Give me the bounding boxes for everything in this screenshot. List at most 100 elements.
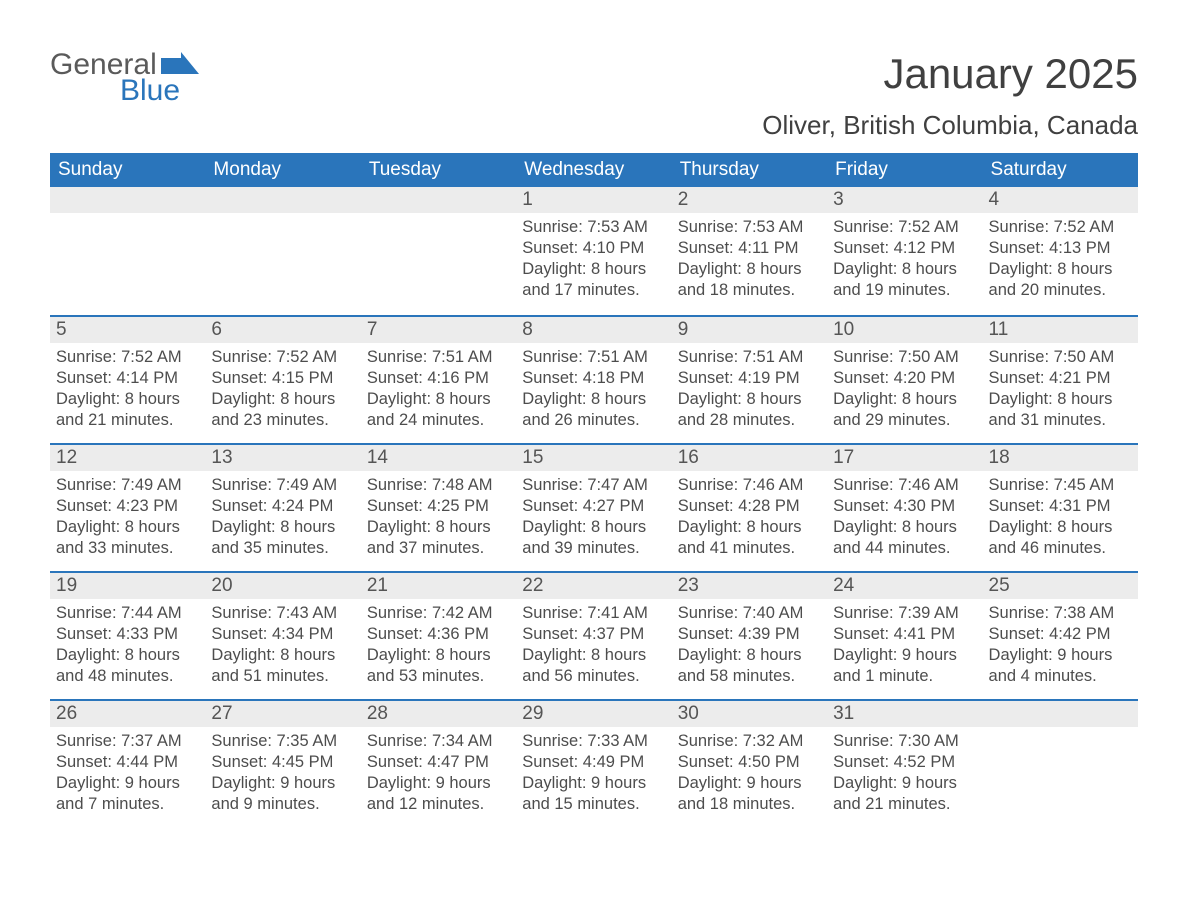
weekday-header: Sunday	[50, 153, 205, 187]
brand-logo: General Blue	[50, 50, 199, 106]
day-number: 16	[672, 443, 827, 471]
calendar-week: 5Sunrise: 7:52 AMSunset: 4:14 PMDaylight…	[50, 315, 1138, 443]
day-number: 19	[50, 571, 205, 599]
day-details: Sunrise: 7:34 AMSunset: 4:47 PMDaylight:…	[361, 727, 516, 821]
calendar-day: 21Sunrise: 7:42 AMSunset: 4:36 PMDayligh…	[361, 571, 516, 699]
day-number: 20	[205, 571, 360, 599]
day-number: 12	[50, 443, 205, 471]
weekday-header: Friday	[827, 153, 982, 187]
day-details: Sunrise: 7:50 AMSunset: 4:20 PMDaylight:…	[827, 343, 982, 437]
calendar-day: 28Sunrise: 7:34 AMSunset: 4:47 PMDayligh…	[361, 699, 516, 827]
calendar-day: 6Sunrise: 7:52 AMSunset: 4:15 PMDaylight…	[205, 315, 360, 443]
day-details: Sunrise: 7:52 AMSunset: 4:13 PMDaylight:…	[983, 213, 1138, 307]
day-number: 9	[672, 315, 827, 343]
day-number: 2	[672, 187, 827, 213]
weekday-header: Thursday	[672, 153, 827, 187]
day-details: Sunrise: 7:50 AMSunset: 4:21 PMDaylight:…	[983, 343, 1138, 437]
calendar-week: 12Sunrise: 7:49 AMSunset: 4:23 PMDayligh…	[50, 443, 1138, 571]
day-details	[205, 213, 360, 223]
calendar-day: 10Sunrise: 7:50 AMSunset: 4:20 PMDayligh…	[827, 315, 982, 443]
day-number: 18	[983, 443, 1138, 471]
calendar-day: 19Sunrise: 7:44 AMSunset: 4:33 PMDayligh…	[50, 571, 205, 699]
calendar-day: 11Sunrise: 7:50 AMSunset: 4:21 PMDayligh…	[983, 315, 1138, 443]
calendar-day: 2Sunrise: 7:53 AMSunset: 4:11 PMDaylight…	[672, 187, 827, 315]
day-details: Sunrise: 7:48 AMSunset: 4:25 PMDaylight:…	[361, 471, 516, 565]
day-details: Sunrise: 7:40 AMSunset: 4:39 PMDaylight:…	[672, 599, 827, 693]
day-details: Sunrise: 7:33 AMSunset: 4:49 PMDaylight:…	[516, 727, 671, 821]
calendar-week: 19Sunrise: 7:44 AMSunset: 4:33 PMDayligh…	[50, 571, 1138, 699]
calendar-day: 18Sunrise: 7:45 AMSunset: 4:31 PMDayligh…	[983, 443, 1138, 571]
day-details: Sunrise: 7:52 AMSunset: 4:12 PMDaylight:…	[827, 213, 982, 307]
day-number: 17	[827, 443, 982, 471]
day-number	[50, 187, 205, 213]
day-details: Sunrise: 7:45 AMSunset: 4:31 PMDaylight:…	[983, 471, 1138, 565]
calendar-day: 20Sunrise: 7:43 AMSunset: 4:34 PMDayligh…	[205, 571, 360, 699]
day-details: Sunrise: 7:52 AMSunset: 4:14 PMDaylight:…	[50, 343, 205, 437]
day-details: Sunrise: 7:46 AMSunset: 4:30 PMDaylight:…	[827, 471, 982, 565]
day-details	[983, 727, 1138, 737]
calendar-day: 22Sunrise: 7:41 AMSunset: 4:37 PMDayligh…	[516, 571, 671, 699]
day-details: Sunrise: 7:37 AMSunset: 4:44 PMDaylight:…	[50, 727, 205, 821]
calendar-day: 27Sunrise: 7:35 AMSunset: 4:45 PMDayligh…	[205, 699, 360, 827]
weekday-header: Wednesday	[516, 153, 671, 187]
title-block: January 2025 Oliver, British Columbia, C…	[762, 50, 1138, 141]
day-details: Sunrise: 7:41 AMSunset: 4:37 PMDaylight:…	[516, 599, 671, 693]
calendar-day-empty	[205, 187, 360, 315]
day-number: 28	[361, 699, 516, 727]
calendar-day: 31Sunrise: 7:30 AMSunset: 4:52 PMDayligh…	[827, 699, 982, 827]
day-details: Sunrise: 7:53 AMSunset: 4:11 PMDaylight:…	[672, 213, 827, 307]
day-number: 7	[361, 315, 516, 343]
day-details	[50, 213, 205, 223]
day-number: 11	[983, 315, 1138, 343]
day-details: Sunrise: 7:38 AMSunset: 4:42 PMDaylight:…	[983, 599, 1138, 693]
day-details: Sunrise: 7:42 AMSunset: 4:36 PMDaylight:…	[361, 599, 516, 693]
calendar-day: 14Sunrise: 7:48 AMSunset: 4:25 PMDayligh…	[361, 443, 516, 571]
calendar-body: 1Sunrise: 7:53 AMSunset: 4:10 PMDaylight…	[50, 187, 1138, 827]
day-number: 1	[516, 187, 671, 213]
month-title: January 2025	[762, 50, 1138, 98]
calendar-day-empty	[361, 187, 516, 315]
weekday-row: SundayMondayTuesdayWednesdayThursdayFrid…	[50, 153, 1138, 187]
calendar-day: 12Sunrise: 7:49 AMSunset: 4:23 PMDayligh…	[50, 443, 205, 571]
calendar-day-empty	[50, 187, 205, 315]
calendar-day: 15Sunrise: 7:47 AMSunset: 4:27 PMDayligh…	[516, 443, 671, 571]
day-number: 30	[672, 699, 827, 727]
calendar-day: 25Sunrise: 7:38 AMSunset: 4:42 PMDayligh…	[983, 571, 1138, 699]
header: General Blue January 2025 Oliver, Britis…	[50, 50, 1138, 141]
calendar-day: 5Sunrise: 7:52 AMSunset: 4:14 PMDaylight…	[50, 315, 205, 443]
day-number: 10	[827, 315, 982, 343]
day-number	[205, 187, 360, 213]
day-number: 6	[205, 315, 360, 343]
day-details: Sunrise: 7:53 AMSunset: 4:10 PMDaylight:…	[516, 213, 671, 307]
day-details: Sunrise: 7:52 AMSunset: 4:15 PMDaylight:…	[205, 343, 360, 437]
day-number: 15	[516, 443, 671, 471]
day-number	[361, 187, 516, 213]
calendar-week: 26Sunrise: 7:37 AMSunset: 4:44 PMDayligh…	[50, 699, 1138, 827]
calendar-table: SundayMondayTuesdayWednesdayThursdayFrid…	[50, 153, 1138, 827]
weekday-header: Saturday	[983, 153, 1138, 187]
day-number: 23	[672, 571, 827, 599]
weekday-header: Tuesday	[361, 153, 516, 187]
brand-word2: Blue	[120, 76, 199, 106]
day-number: 5	[50, 315, 205, 343]
day-details: Sunrise: 7:44 AMSunset: 4:33 PMDaylight:…	[50, 599, 205, 693]
day-details: Sunrise: 7:32 AMSunset: 4:50 PMDaylight:…	[672, 727, 827, 821]
day-number: 26	[50, 699, 205, 727]
calendar-day: 17Sunrise: 7:46 AMSunset: 4:30 PMDayligh…	[827, 443, 982, 571]
calendar-day: 1Sunrise: 7:53 AMSunset: 4:10 PMDaylight…	[516, 187, 671, 315]
day-number: 31	[827, 699, 982, 727]
day-details: Sunrise: 7:49 AMSunset: 4:23 PMDaylight:…	[50, 471, 205, 565]
day-number: 14	[361, 443, 516, 471]
day-number: 27	[205, 699, 360, 727]
day-number: 3	[827, 187, 982, 213]
day-details: Sunrise: 7:49 AMSunset: 4:24 PMDaylight:…	[205, 471, 360, 565]
day-number: 25	[983, 571, 1138, 599]
day-number: 13	[205, 443, 360, 471]
day-details: Sunrise: 7:51 AMSunset: 4:16 PMDaylight:…	[361, 343, 516, 437]
day-details: Sunrise: 7:51 AMSunset: 4:18 PMDaylight:…	[516, 343, 671, 437]
day-details	[361, 213, 516, 223]
calendar-week: 1Sunrise: 7:53 AMSunset: 4:10 PMDaylight…	[50, 187, 1138, 315]
weekday-header: Monday	[205, 153, 360, 187]
calendar-day: 30Sunrise: 7:32 AMSunset: 4:50 PMDayligh…	[672, 699, 827, 827]
day-details: Sunrise: 7:39 AMSunset: 4:41 PMDaylight:…	[827, 599, 982, 693]
